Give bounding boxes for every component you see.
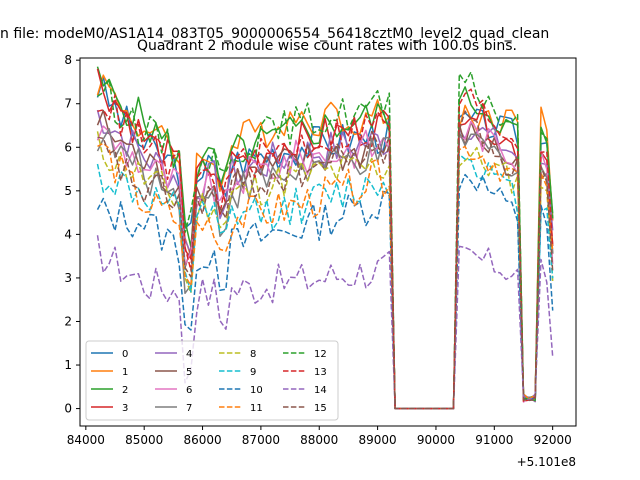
- chart-title: Quadrant 2 module wise count rates with …: [137, 38, 517, 54]
- y-axis: 0 1 2 3 4 5 6 7 8: [64, 53, 80, 416]
- legend-label-14: 14: [314, 385, 327, 396]
- x-axis-offset-label: +5.101e8: [517, 455, 576, 469]
- y-tick-label: 8: [64, 53, 72, 67]
- y-tick-label: 1: [64, 358, 72, 372]
- series-line-14: [96, 235, 554, 410]
- legend-label-13: 13: [314, 367, 327, 378]
- y-tick-label: 3: [64, 271, 72, 285]
- x-tick-label: 87000: [242, 433, 280, 447]
- y-tick-label: 6: [64, 140, 72, 154]
- series-line-15: [97, 110, 554, 410]
- legend-label-2: 2: [122, 385, 128, 396]
- x-tick-label: 86000: [183, 433, 221, 447]
- legend-frame: [85, 340, 339, 421]
- series-line-5: [96, 109, 554, 410]
- y-tick-label: 5: [64, 184, 72, 198]
- series-line-10: [96, 173, 554, 410]
- x-tick-label: 88000: [300, 433, 338, 447]
- series-line-2: [96, 66, 554, 410]
- x-tick-label: 91000: [475, 433, 513, 447]
- legend-label-15: 15: [314, 403, 327, 414]
- legend-label-9: 9: [250, 367, 256, 378]
- x-tick-label: 92000: [534, 433, 572, 447]
- legend-label-12: 12: [314, 349, 327, 360]
- axes-frame: [79, 57, 577, 427]
- series-line-3: [96, 68, 554, 410]
- series-line-12: [97, 71, 554, 410]
- legend-label-11: 11: [250, 403, 263, 414]
- series-line-13: [97, 88, 554, 410]
- legend-label-10: 10: [250, 385, 263, 396]
- legend-label-7: 7: [186, 403, 192, 414]
- x-tick-label: 85000: [125, 433, 163, 447]
- plot-lines: [96, 66, 554, 410]
- y-tick-label: 7: [64, 97, 72, 111]
- legend-label-6: 6: [186, 385, 192, 396]
- y-tick-label: 2: [64, 314, 72, 328]
- figure-suptitle: n file: modeM0/AS1A14_083T05_9000006554_…: [0, 26, 549, 42]
- legend-label-3: 3: [122, 403, 128, 414]
- x-tick-label: 90000: [417, 433, 455, 447]
- legend-label-8: 8: [250, 349, 256, 360]
- x-tick-label: 89000: [359, 433, 397, 447]
- y-tick-label: 0: [64, 402, 72, 416]
- legend-label-4: 4: [186, 349, 192, 360]
- series-line-11: [97, 142, 554, 410]
- legend-label-5: 5: [186, 367, 192, 378]
- x-tick-label: 84000: [67, 433, 105, 447]
- y-tick-label: 4: [64, 227, 72, 241]
- x-axis: 84000 85000 86000 87000 88000 89000 90000 91000…: [67, 426, 572, 447]
- legend-label-0: 0: [122, 349, 128, 360]
- legend-label-1: 1: [122, 367, 128, 378]
